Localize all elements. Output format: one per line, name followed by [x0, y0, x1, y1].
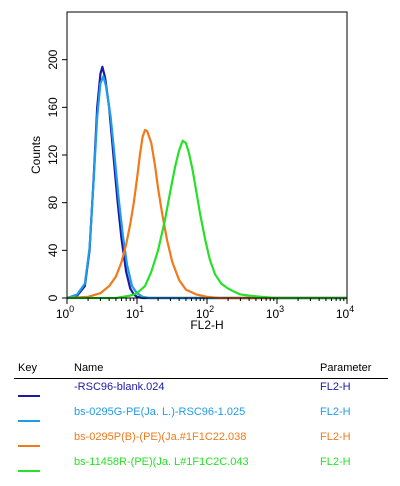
key-swatch: [18, 395, 40, 397]
key-row: bs-0295P(B)-(PE)(Ja.#1F1C22.038 FL2-H: [14, 431, 388, 456]
x-axis-title: FL2-H: [190, 318, 223, 332]
series-line-3: [66, 128, 347, 300]
key-swatch: [18, 445, 40, 447]
x-tick-label: 104: [336, 304, 354, 321]
y-tick-label: 80: [46, 196, 60, 210]
y-tick-label: 160: [46, 97, 60, 117]
key-row-parameter: FL2-H: [320, 381, 351, 393]
series-line-2: [66, 75, 347, 300]
y-axis-title: Counts: [29, 136, 43, 174]
key-header-divider: [14, 378, 388, 379]
key-swatch: [18, 470, 40, 472]
y-tick-label: 200: [46, 49, 60, 69]
key-row-name: -RSC96-blank.024: [74, 381, 165, 393]
histogram-plot: 0 40 80 120 160 200 100 101 102 103 104 Counts FL…: [29, 11, 354, 332]
x-tick-label: 102: [196, 304, 214, 321]
key-row-parameter: FL2-H: [320, 456, 351, 468]
y-tick-label: 120: [46, 145, 60, 165]
key-table: Key Name Parameter -RSC96-blank.024 FL2-H…: [14, 362, 388, 481]
key-row-parameter: FL2-H: [320, 406, 351, 418]
x-tick-label: 100: [56, 304, 74, 321]
key-header-key: Key: [18, 362, 37, 374]
key-row-name: bs-11458R-(PE)(Ja. L#1F1C2C.043: [74, 456, 249, 468]
x-tick-label: 101: [126, 304, 144, 321]
y-tick-label: 40: [46, 243, 60, 257]
key-row-parameter: FL2-H: [320, 431, 351, 443]
key-swatch: [18, 420, 40, 422]
key-row: bs-11458R-(PE)(Ja. L#1F1C2C.043 FL2-H: [14, 456, 388, 481]
key-row-name: bs-0295G-PE(Ja. L.)-RSC96-1.025: [74, 406, 246, 418]
y-tick-label: 0: [46, 294, 60, 301]
key-header-name: Name: [74, 362, 104, 374]
key-header-parameter: Parameter: [320, 362, 372, 374]
key-row: -RSC96-blank.024 FL2-H: [14, 381, 388, 406]
key-row: bs-0295G-PE(Ja. L.)-RSC96-1.025 FL2-H: [14, 406, 388, 431]
x-tick-label: 103: [266, 304, 284, 321]
key-header-row: Key Name Parameter: [14, 362, 388, 379]
series-line-4: [67, 139, 347, 300]
plot-frame: [66, 11, 348, 299]
key-row-name: bs-0295P(B)-(PE)(Ja.#1F1C22.038: [74, 431, 247, 443]
